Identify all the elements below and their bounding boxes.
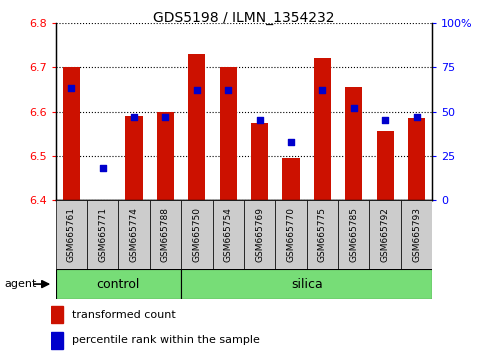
Bar	[51, 306, 63, 323]
Point	[287, 139, 295, 144]
Bar	[220, 67, 237, 200]
Text: GSM665774: GSM665774	[129, 207, 139, 262]
Bar	[213, 200, 244, 269]
Text: GSM665769: GSM665769	[255, 207, 264, 262]
Text: control: control	[97, 278, 140, 291]
Text: GSM665785: GSM665785	[349, 207, 358, 262]
Bar	[181, 200, 213, 269]
Bar	[408, 118, 425, 200]
Bar	[157, 112, 174, 200]
Bar	[283, 158, 299, 200]
Bar	[369, 200, 401, 269]
Bar	[126, 116, 142, 200]
Text: agent: agent	[5, 279, 37, 289]
Point	[68, 86, 75, 91]
Point	[130, 114, 138, 120]
Text: transformed count: transformed count	[71, 310, 175, 320]
Point	[319, 87, 327, 93]
Point	[99, 165, 107, 171]
Bar	[56, 200, 87, 269]
Bar	[63, 67, 80, 200]
Bar	[181, 269, 432, 299]
Text: percentile rank within the sample: percentile rank within the sample	[71, 335, 259, 345]
Text: GSM665793: GSM665793	[412, 207, 421, 262]
Bar	[377, 131, 394, 200]
Point	[350, 105, 357, 111]
Text: silica: silica	[291, 278, 323, 291]
Point	[256, 118, 264, 123]
Bar	[307, 200, 338, 269]
Text: GSM665761: GSM665761	[67, 207, 76, 262]
Bar	[87, 200, 118, 269]
Bar	[251, 122, 268, 200]
Text: GSM665754: GSM665754	[224, 207, 233, 262]
Text: GSM665750: GSM665750	[192, 207, 201, 262]
Point	[382, 118, 389, 123]
Bar	[150, 200, 181, 269]
Text: GSM665788: GSM665788	[161, 207, 170, 262]
Bar	[188, 54, 205, 200]
Bar	[338, 200, 369, 269]
Point	[161, 114, 170, 120]
Bar	[118, 200, 150, 269]
Bar	[51, 332, 63, 349]
Bar	[314, 58, 331, 200]
Bar	[401, 200, 432, 269]
Bar	[244, 200, 275, 269]
Point	[412, 114, 420, 120]
Bar	[345, 87, 362, 200]
Text: GDS5198 / ILMN_1354232: GDS5198 / ILMN_1354232	[153, 11, 335, 25]
Bar	[56, 269, 181, 299]
Text: GSM665771: GSM665771	[98, 207, 107, 262]
Point	[193, 87, 201, 93]
Bar	[275, 200, 307, 269]
Text: GSM665792: GSM665792	[381, 207, 390, 262]
Text: GSM665770: GSM665770	[286, 207, 296, 262]
Point	[224, 87, 232, 93]
Text: GSM665775: GSM665775	[318, 207, 327, 262]
